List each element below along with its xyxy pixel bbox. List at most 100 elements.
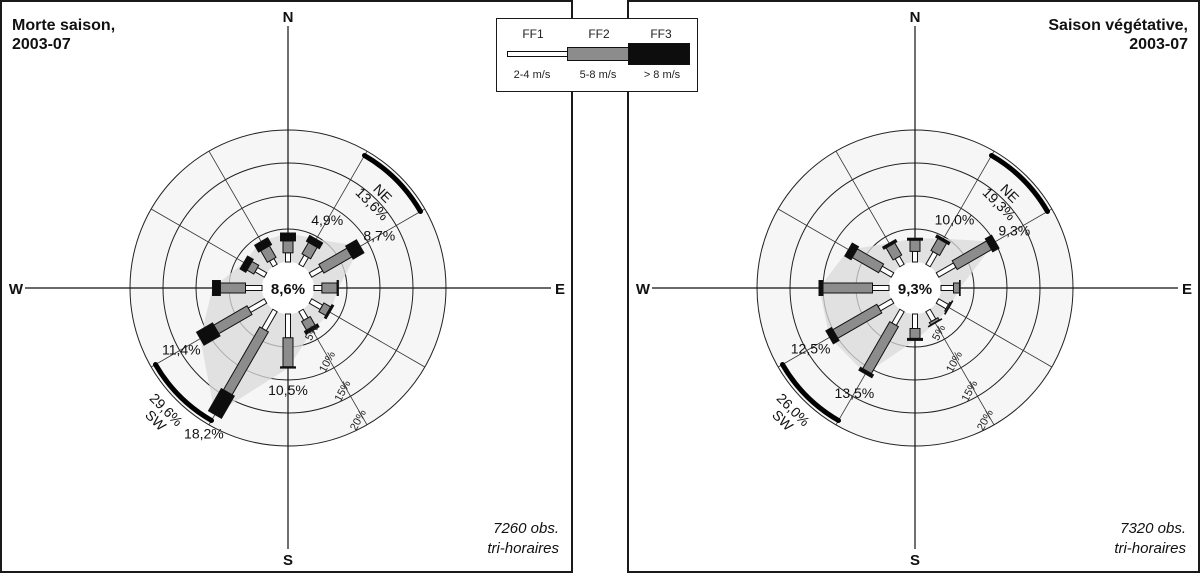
panel-title-line: Saison végétative,	[1048, 17, 1188, 34]
wind-bar-ff3	[336, 280, 339, 296]
wind-speed-legend: FF1 FF2 FF3 2-4 m/s 5-8 m/s > 8 m/s	[496, 18, 698, 92]
panel-title-line: 2003-07	[12, 36, 71, 53]
wind-bar-ff3	[907, 337, 923, 341]
compass-w: W	[9, 281, 24, 298]
wind-bar-ff3	[239, 255, 254, 273]
compass-bg	[906, 6, 924, 26]
compass-bg	[279, 6, 297, 26]
legend-class-ff3: FF3	[650, 27, 672, 41]
wind-rose-chart-dormant: 8,6%5%10%15%20%NSW ENE13,6%29,6%SW4,9%8,7…	[7, 6, 569, 569]
panel-title-growing: Saison végétative, 2003-07	[1048, 16, 1188, 54]
obs-line: 7320 obs.	[1120, 520, 1186, 537]
wind-bar-ff2	[953, 282, 960, 294]
wind-bar-ff3	[935, 234, 951, 246]
direction-line	[927, 310, 995, 426]
wind-rose-panel-dormant: 8,6% 5% 10% 15% 20% N S W E NE13,6% 29,6%SW 4,9% 8,7…	[0, 0, 573, 573]
legend-swatch-ff1	[507, 51, 569, 57]
wind-bar-ff2	[909, 239, 921, 252]
direction-total-label: 10,0%	[935, 212, 975, 228]
wind-bar-ff3	[825, 326, 840, 345]
direction-total-label: 12,5%	[791, 340, 831, 356]
wind-bar-ff2	[822, 282, 873, 294]
calm-circle	[262, 262, 314, 314]
observation-count-growing: 7320 obs. tri-horaires	[1114, 519, 1186, 559]
wind-bar-ff3	[253, 237, 273, 253]
compass-bg	[551, 278, 569, 298]
compass-s: S	[910, 552, 920, 569]
compass-n: N	[910, 9, 921, 26]
obs-line: tri-horaires	[487, 540, 559, 557]
panel-title-line: 2003-07	[1129, 36, 1188, 53]
observation-count-dormant: 7260 obs. tri-horaires	[487, 519, 559, 559]
wind-rose-chart-growing: 9,3%5%10%15%20%NSW ENE19,3%26,0%SW10,0%9,…	[634, 6, 1196, 569]
panel-title-line: Morte saison,	[12, 17, 116, 34]
direction-total-label: 18,2%	[184, 426, 224, 442]
wind-bar-ff2	[282, 240, 294, 254]
wind-bar-ff3	[818, 280, 824, 296]
direction-total-label: 8,7%	[363, 227, 395, 243]
wind-bar-ff3	[344, 239, 365, 260]
calm-percentage: 9,3%	[898, 281, 932, 298]
obs-line: 7260 obs.	[493, 520, 559, 537]
wind-bar-ff3	[881, 238, 898, 250]
wind-bar-ff2	[282, 337, 294, 368]
wind-bar-ff3	[844, 242, 860, 261]
wind-bar-ff2	[321, 282, 338, 294]
wind-bar-ff3	[207, 387, 235, 419]
direction-total-label: 4,9%	[311, 212, 343, 228]
wind-bar-ff3	[323, 304, 335, 320]
wind-bar-ff3	[303, 323, 320, 335]
legend-range-ff3: > 8 m/s	[643, 69, 681, 81]
wind-bar-ff3	[943, 300, 954, 315]
direction-total-label: 10,5%	[268, 382, 308, 398]
wind-bar-ff2	[909, 328, 921, 339]
wind-bar-ff3	[195, 322, 221, 346]
compass-w: W	[636, 281, 651, 298]
wind-bar-ff1	[285, 313, 291, 339]
wind-rose-panel-growing: 9,3% 5% 10% 15% 20% N S W E NE19,3% 26,0%SW 10,0% 9,…	[627, 0, 1200, 573]
legend-class-ff2: FF2	[588, 27, 610, 41]
wind-bar-ff1	[285, 252, 291, 263]
compass-bg	[906, 549, 924, 569]
compass-n: N	[283, 9, 294, 26]
sector-arc-sw	[780, 362, 841, 423]
wind-bar-ff3	[984, 234, 1000, 253]
legend-range-ff1: 2-4 m/s	[513, 69, 551, 81]
calm-circle	[889, 262, 941, 314]
wind-bar-ff3	[858, 366, 875, 379]
sector-arc-sw	[153, 362, 214, 423]
wind-bar-ff3	[907, 237, 923, 241]
wind-bar-ff1	[940, 285, 954, 291]
wind-bar-ff3	[280, 232, 296, 242]
compass-e: E	[1182, 281, 1192, 298]
wind-bar-ff1	[313, 285, 323, 291]
wind-bar-ff1	[872, 285, 890, 291]
compass-bg	[634, 278, 652, 298]
obs-line: tri-horaires	[1114, 540, 1186, 557]
wind-bar-ff2	[219, 282, 246, 294]
wind-bar-ff3	[959, 280, 961, 296]
wind-bar-ff3	[211, 280, 221, 296]
legend-range-ff2: 5-8 m/s	[579, 69, 617, 81]
panel-title-dormant: Morte saison, 2003-07	[12, 16, 115, 54]
direction-total-label: 11,4%	[162, 342, 201, 358]
wind-bar-ff1	[912, 250, 918, 263]
direction-total-label: 13,5%	[835, 385, 875, 401]
compass-bg	[1178, 278, 1196, 298]
calm-percentage: 8,6%	[271, 281, 305, 298]
compass-bg	[7, 278, 25, 298]
legend-swatch-ff3	[628, 43, 690, 65]
compass-bg	[279, 549, 297, 569]
legend-class-ff1: FF1	[522, 27, 544, 41]
compass-s: S	[283, 552, 293, 569]
wind-bar-ff1	[245, 285, 263, 291]
wind-bar-ff1	[912, 313, 918, 329]
compass-e: E	[555, 281, 565, 298]
sector-arc-ne	[989, 153, 1050, 214]
wind-bar-ff3	[305, 234, 324, 250]
wind-bar-ff3	[280, 366, 296, 369]
legend-swatch-ff2	[567, 47, 629, 61]
sector-arc-ne	[362, 153, 423, 214]
direction-line	[937, 300, 1053, 368]
direction-total-label: 9,3%	[998, 223, 1030, 239]
